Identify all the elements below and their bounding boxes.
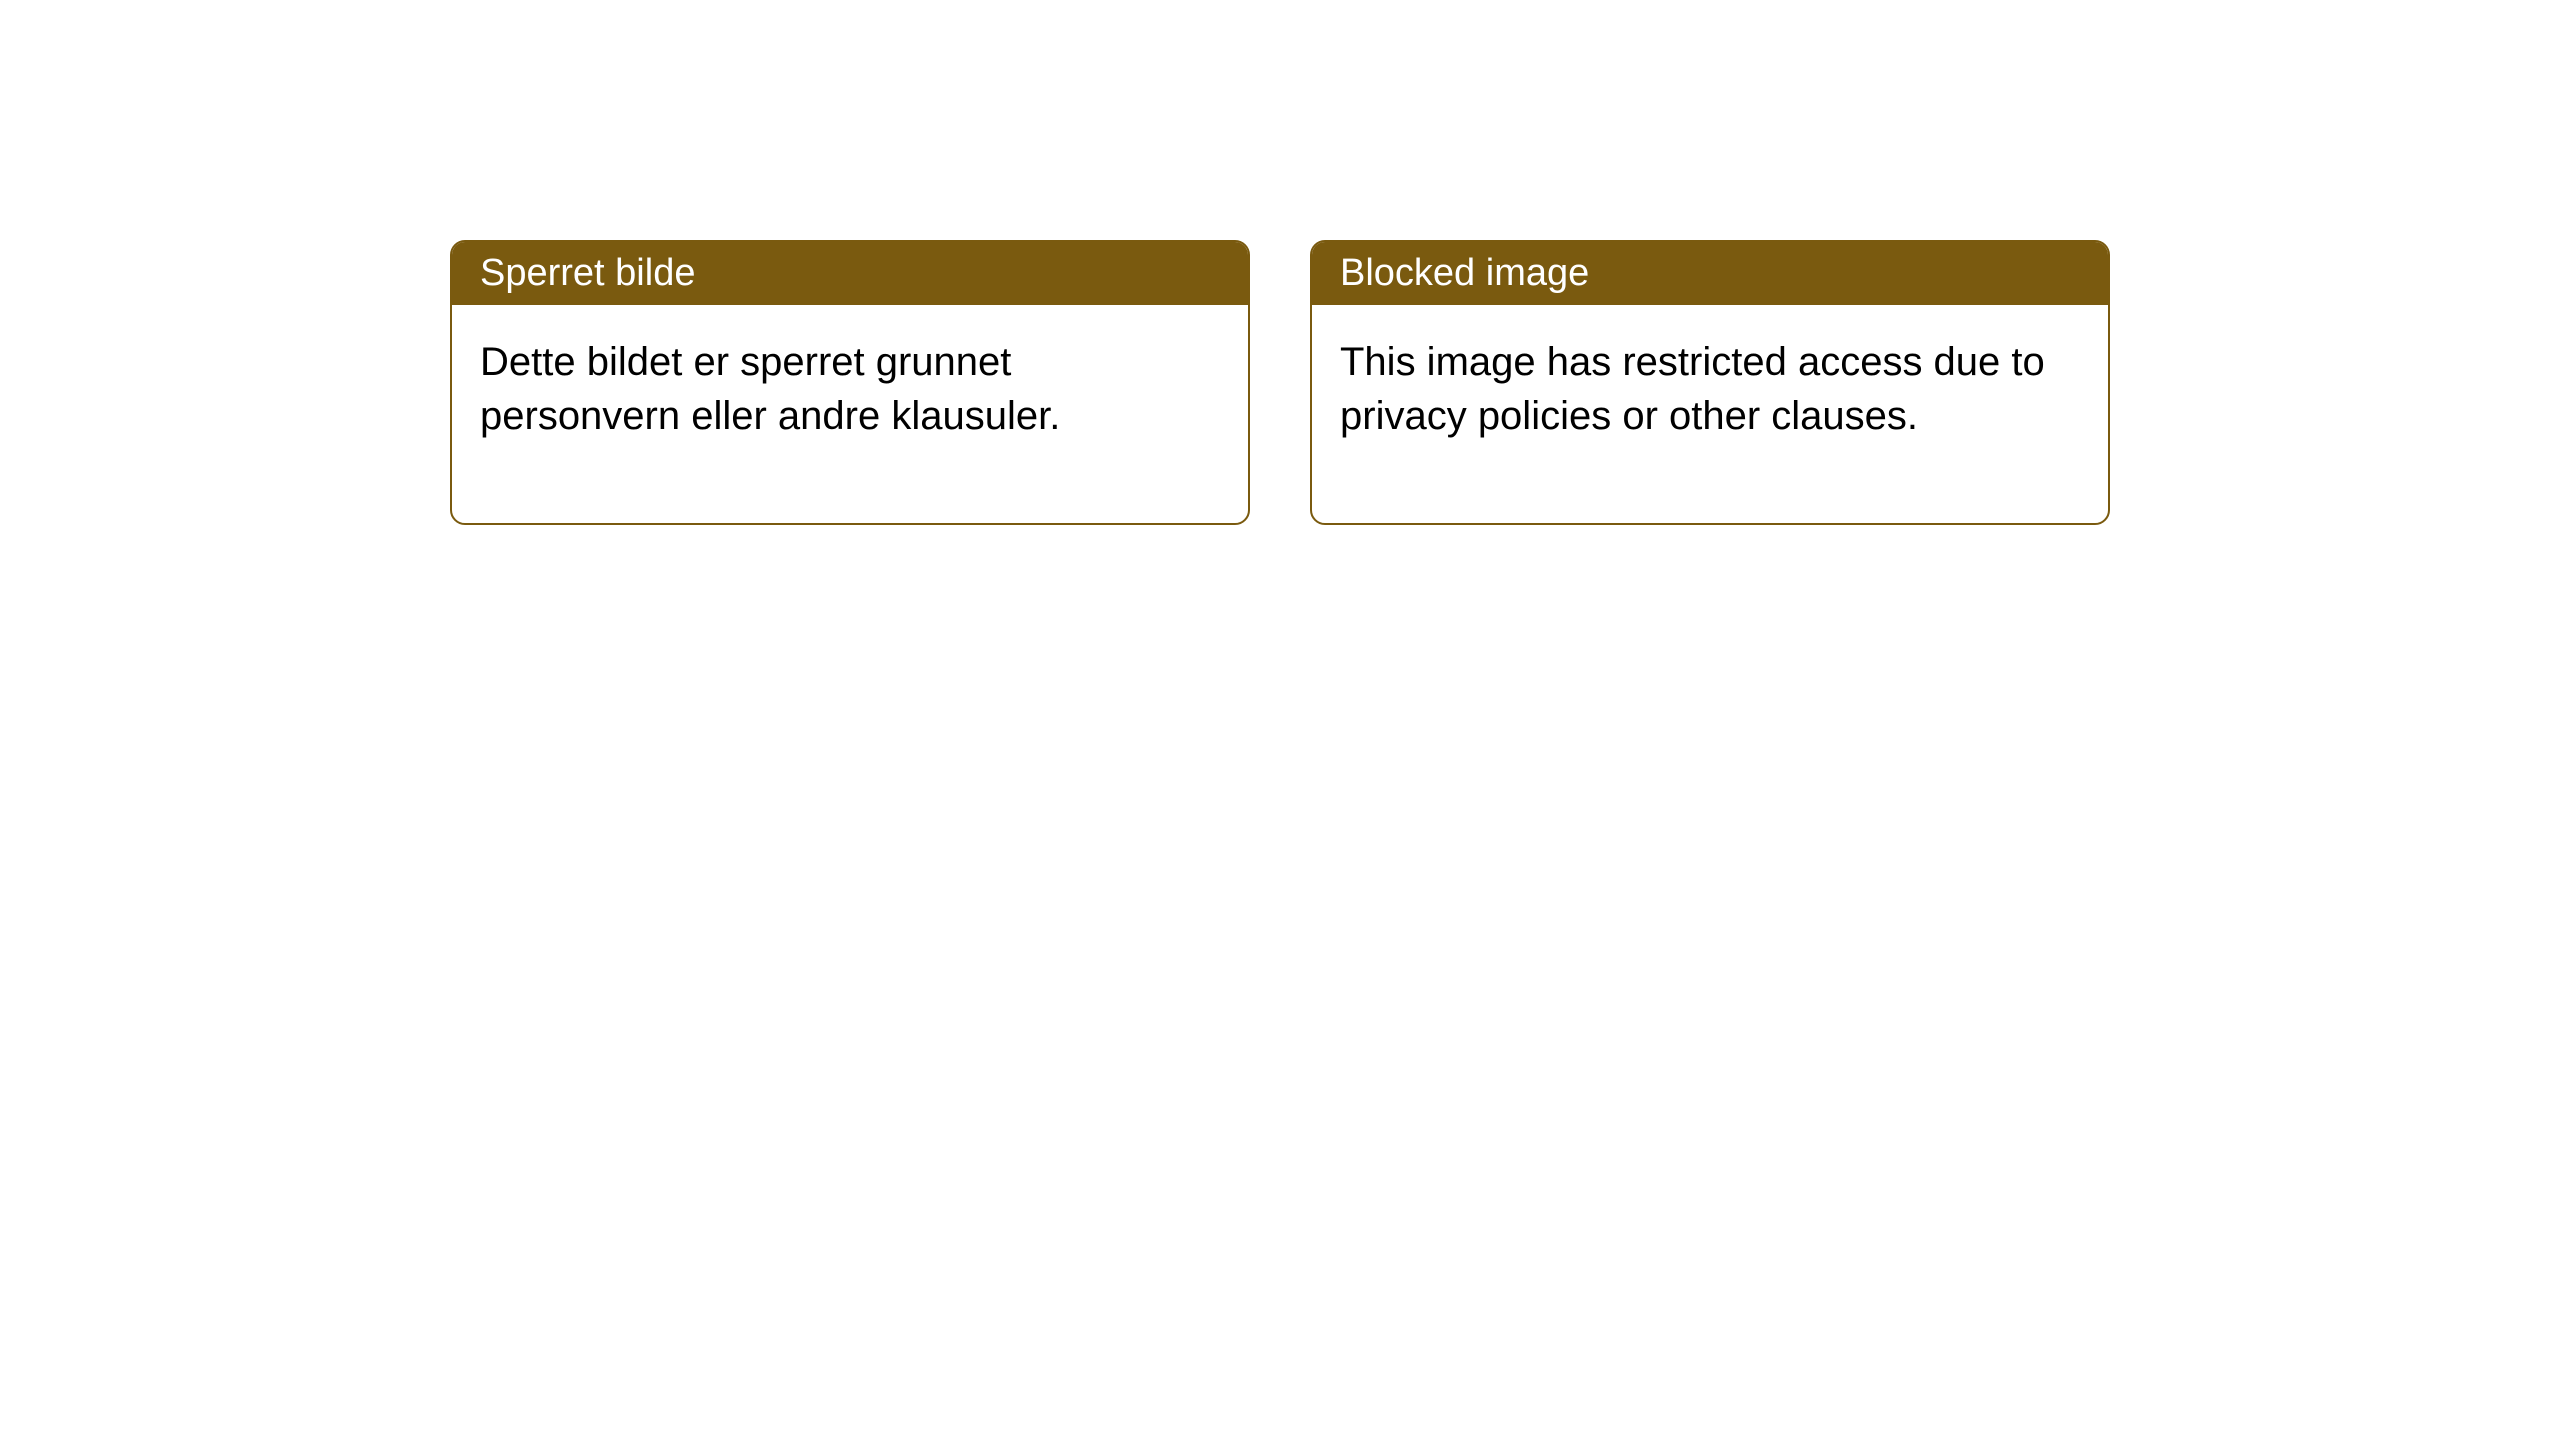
notice-card-text: Dette bildet er sperret grunnet personve… bbox=[480, 340, 1060, 438]
notice-card-body: This image has restricted access due to … bbox=[1312, 305, 2108, 523]
notice-card-body: Dette bildet er sperret grunnet personve… bbox=[452, 305, 1248, 523]
notice-card-title: Sperret bilde bbox=[480, 252, 695, 294]
notice-card-header: Blocked image bbox=[1312, 242, 2108, 305]
notice-card-text: This image has restricted access due to … bbox=[1340, 340, 2045, 438]
notice-card-header: Sperret bilde bbox=[452, 242, 1248, 305]
notice-card-no: Sperret bilde Dette bildet er sperret gr… bbox=[450, 240, 1250, 525]
notice-card-en: Blocked image This image has restricted … bbox=[1310, 240, 2110, 525]
notice-card-title: Blocked image bbox=[1340, 252, 1589, 294]
notice-container: Sperret bilde Dette bildet er sperret gr… bbox=[450, 240, 2110, 525]
